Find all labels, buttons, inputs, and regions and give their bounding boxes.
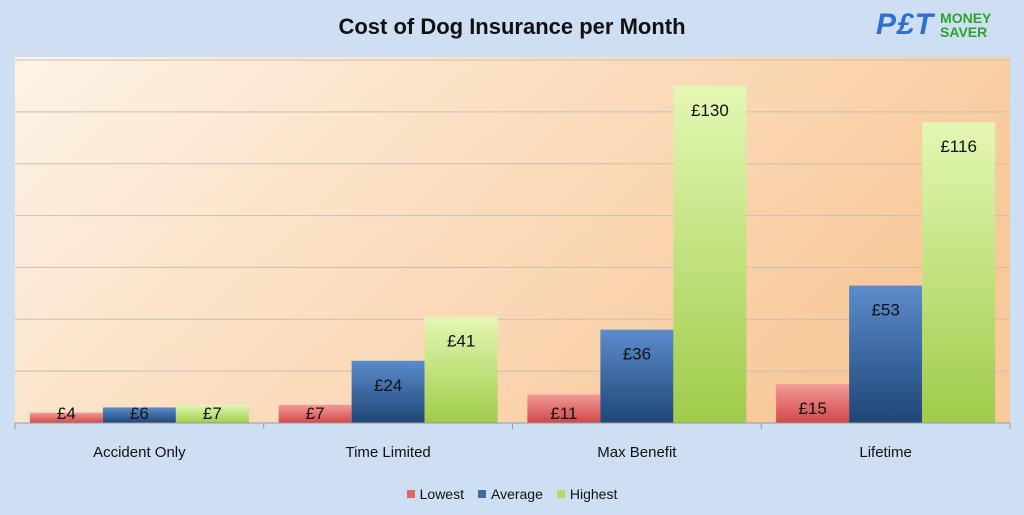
data-label: £41 xyxy=(447,332,475,351)
legend-label: Lowest xyxy=(419,486,464,502)
plot-area xyxy=(15,57,1010,423)
bar-highest xyxy=(673,85,747,423)
legend-swatch xyxy=(406,490,415,498)
bar-average xyxy=(600,329,674,423)
data-label: £24 xyxy=(374,376,402,395)
legend-item-lowest: Lowest xyxy=(406,486,464,502)
x-tick-label: Max Benefit xyxy=(597,444,677,461)
bar-lowest xyxy=(527,394,601,423)
x-tick-label: Time Limited xyxy=(345,444,430,461)
bar-highest xyxy=(424,316,498,423)
data-label: £6 xyxy=(130,404,149,423)
data-label: £36 xyxy=(623,345,651,364)
legend-label: Highest xyxy=(569,486,618,502)
data-label: £11 xyxy=(550,404,577,423)
x-tick-label: Lifetime xyxy=(859,444,912,461)
data-label: £116 xyxy=(940,137,977,156)
bar-average xyxy=(849,285,923,423)
logo-money-saver: MONEY SAVER xyxy=(940,10,992,40)
data-label: £130 xyxy=(691,101,729,120)
data-label: £15 xyxy=(798,399,826,418)
legend-item-average: Average xyxy=(477,486,543,502)
legend-item-highest: Highest xyxy=(556,486,618,502)
bar-lowest xyxy=(776,384,850,423)
pet-money-saver-logo: P£T MONEY SAVER xyxy=(876,8,991,42)
logo-pet: P£T xyxy=(876,8,935,41)
data-label: £4 xyxy=(57,404,76,423)
x-tick-label: Accident Only xyxy=(93,444,186,461)
bar-average xyxy=(351,360,425,423)
bar-highest xyxy=(175,404,249,423)
data-label: £7 xyxy=(203,404,222,423)
chart-title: Cost of Dog Insurance per Month xyxy=(338,14,686,39)
legend: Lowest Average Highest xyxy=(0,486,1024,502)
data-label: £53 xyxy=(871,301,899,320)
bar-lowest xyxy=(278,404,352,423)
bar-highest xyxy=(922,122,996,423)
legend-label: Average xyxy=(490,486,543,502)
data-label: £7 xyxy=(306,404,325,423)
legend-swatch xyxy=(477,490,486,498)
bar-lowest xyxy=(29,412,103,423)
bar-average xyxy=(102,407,176,423)
legend-swatch xyxy=(556,490,565,498)
